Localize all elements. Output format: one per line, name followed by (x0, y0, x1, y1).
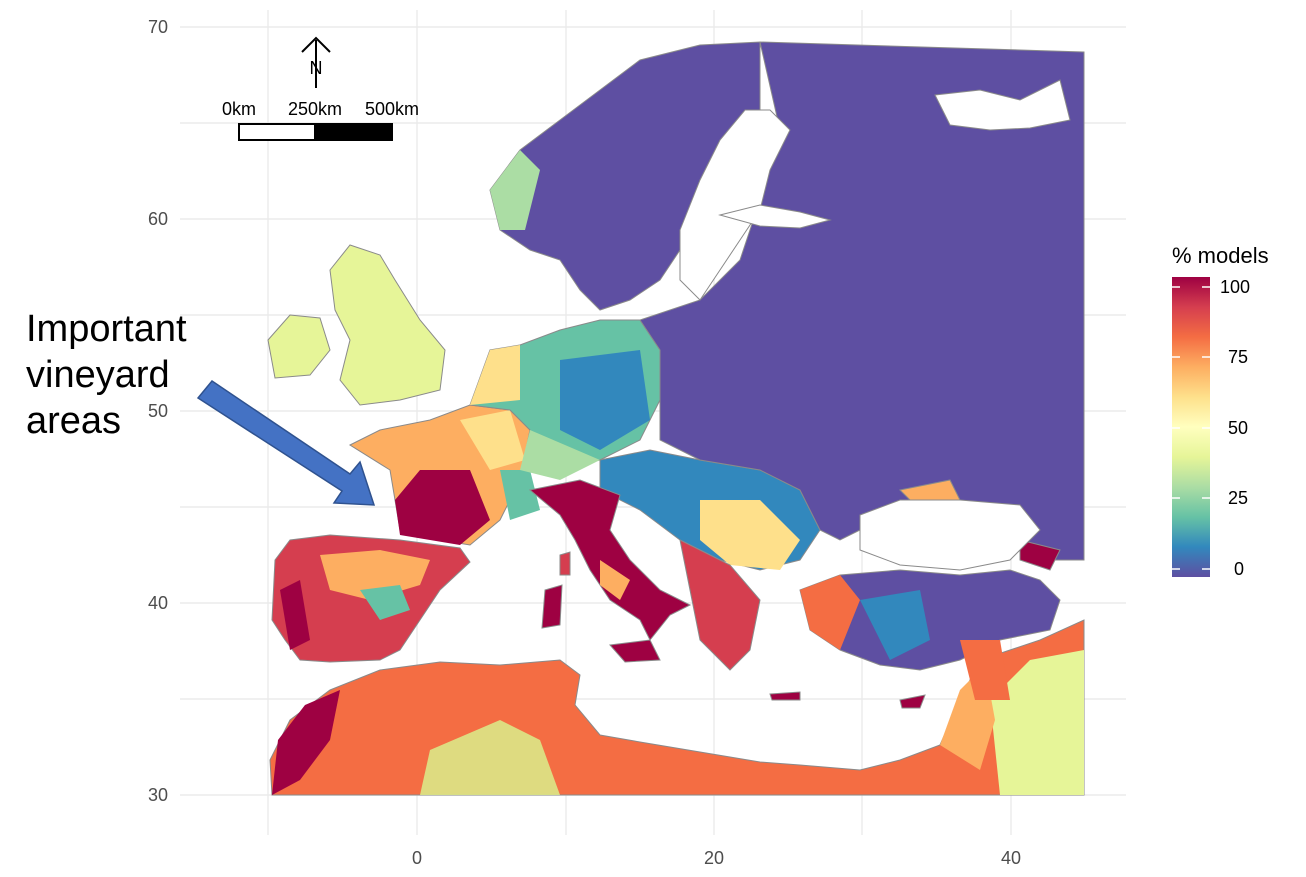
x-tick-label: 0 (412, 848, 422, 868)
x-tick-label: 20 (704, 848, 724, 868)
y-tick-label: 60 (148, 209, 168, 229)
y-tick-label: 50 (148, 401, 168, 421)
north-arrow-label: N (310, 58, 323, 78)
legend-label: 25 (1228, 488, 1248, 508)
annotation-line: vineyard (26, 354, 170, 396)
annotation-arrow (196, 379, 376, 506)
legend-label: 100 (1220, 277, 1250, 297)
scale-bar: 0km 250km 500km (222, 99, 419, 141)
legend-title: % models (1172, 243, 1269, 268)
uk-region (329, 244, 446, 406)
annotation-text: Important vineyard areas (26, 306, 266, 444)
scale-bar-label: 250km (288, 99, 342, 119)
annotation-line: Important (26, 308, 187, 350)
ireland-region (267, 314, 331, 379)
annotation-line: areas (26, 400, 122, 442)
y-tick-label: 30 (148, 785, 168, 805)
y-tick-label: 40 (148, 593, 168, 613)
legend-label: 50 (1228, 418, 1248, 438)
scale-bar-label: 500km (365, 99, 419, 119)
legend-label: 0 (1234, 559, 1244, 579)
legend-label: 75 (1228, 347, 1248, 367)
legend-colorbar (1172, 277, 1210, 577)
x-tick-label: 40 (1001, 848, 1021, 868)
map-raster (267, 41, 1085, 796)
north-arrow-icon: N (301, 36, 331, 88)
water-bodies (679, 79, 1071, 571)
anatolia-region (799, 569, 1061, 671)
y-tick-label: 70 (148, 17, 168, 37)
italy-region (528, 479, 692, 641)
scale-bar-label: 0km (222, 99, 256, 119)
legend: % models 100 75 50 25 0 (1172, 243, 1269, 579)
